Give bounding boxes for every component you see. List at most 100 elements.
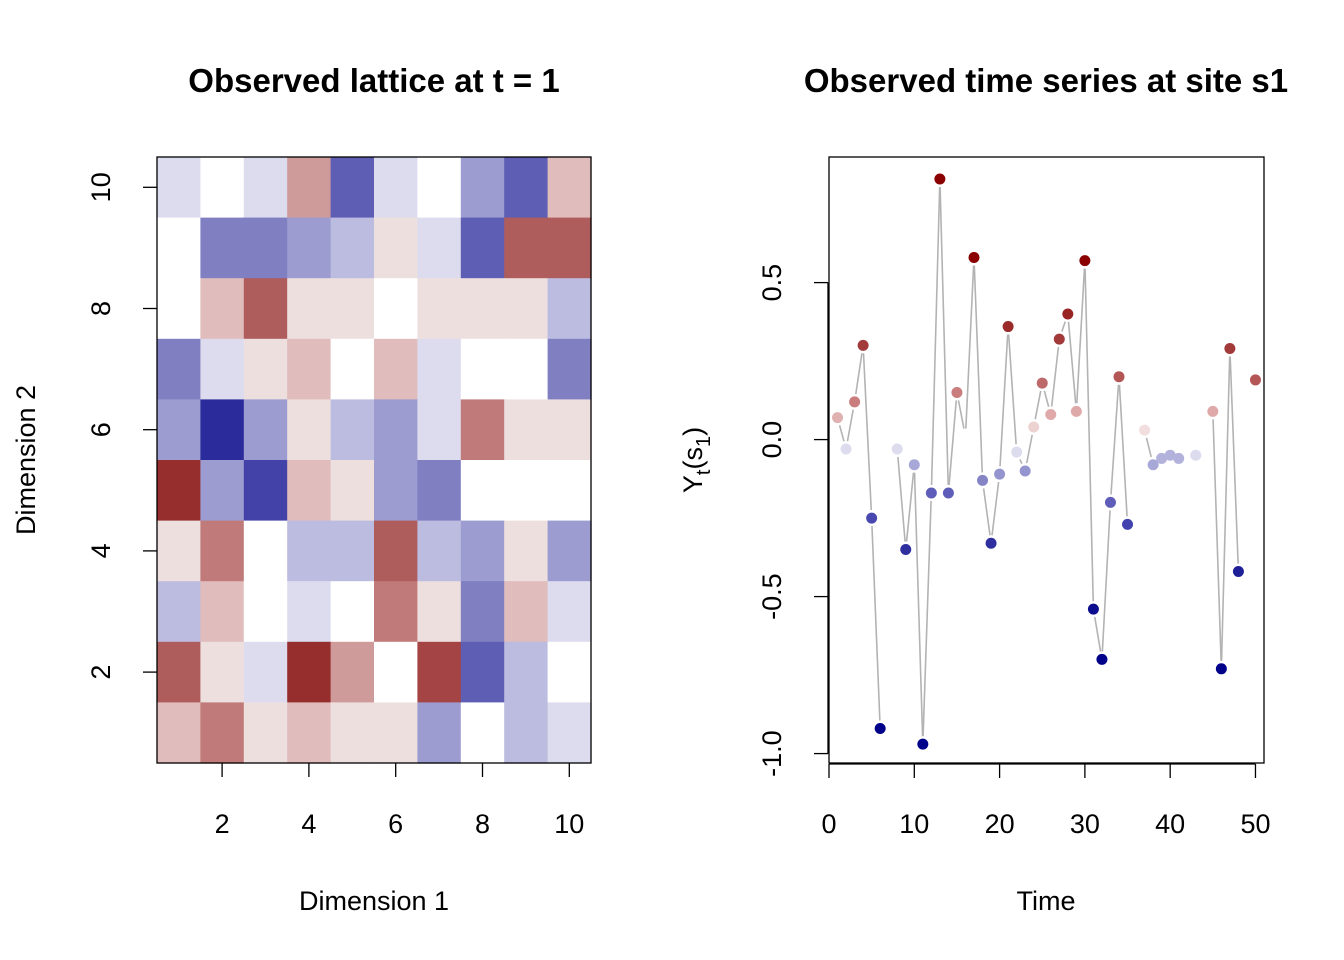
series-segment bbox=[1084, 268, 1095, 602]
data-point bbox=[1079, 255, 1091, 267]
heatmap-cell bbox=[374, 399, 418, 461]
heatmap-cell bbox=[547, 399, 592, 461]
heatmap-cell bbox=[417, 217, 462, 279]
series-segment bbox=[913, 472, 924, 737]
heatmap-cell bbox=[547, 338, 592, 400]
heatmap-cell bbox=[330, 520, 375, 582]
x-tick-label: 10 bbox=[554, 809, 584, 839]
series-segment bbox=[905, 472, 915, 542]
series-segment bbox=[1025, 434, 1033, 464]
heatmap-cell bbox=[243, 702, 288, 764]
series-segment bbox=[897, 456, 906, 542]
x-tick-label: 6 bbox=[388, 809, 403, 839]
data-point bbox=[1087, 603, 1099, 615]
data-point bbox=[1036, 377, 1048, 389]
series-segment bbox=[965, 265, 975, 429]
heatmap-cell bbox=[417, 278, 462, 340]
heatmap-cell bbox=[330, 338, 375, 400]
heatmap-cell bbox=[157, 581, 201, 643]
data-point bbox=[1053, 333, 1065, 345]
heatmap-cell bbox=[243, 338, 288, 400]
heatmap-cell bbox=[287, 581, 332, 643]
heatmap-cell bbox=[374, 641, 418, 703]
series-segment bbox=[1093, 616, 1102, 652]
heatmap-cell bbox=[547, 641, 592, 703]
series-segment bbox=[1229, 356, 1239, 564]
ylabel-main: Y bbox=[678, 475, 708, 493]
heatmap-cell bbox=[330, 217, 375, 279]
heatmap-cell bbox=[460, 217, 505, 279]
heatmap-cell bbox=[417, 520, 462, 582]
y-tick-label: 2 bbox=[86, 665, 116, 680]
series-segment bbox=[999, 334, 1009, 467]
heatmap-cell bbox=[243, 157, 288, 219]
timeseries-y-label: Yt(s1) bbox=[678, 427, 715, 493]
heatmap-cell bbox=[374, 278, 418, 340]
data-point bbox=[1096, 653, 1108, 665]
heatmap-y-label: Dimension 2 bbox=[11, 385, 41, 535]
data-point bbox=[977, 474, 989, 486]
heatmap-cell bbox=[330, 702, 375, 764]
heatmap-cell bbox=[460, 338, 505, 400]
heatmap-x-axis: 2 4 6 8 10 bbox=[215, 763, 584, 839]
series-segment bbox=[991, 481, 1000, 536]
data-point bbox=[1232, 565, 1244, 577]
y-tick-label: 0.5 bbox=[757, 264, 787, 302]
heatmap-cell bbox=[330, 399, 375, 461]
heatmap-cell bbox=[157, 217, 201, 279]
data-point bbox=[951, 386, 963, 398]
heatmap-cell bbox=[417, 157, 462, 219]
series-segment bbox=[982, 488, 991, 536]
data-point bbox=[994, 468, 1006, 480]
heatmap-cell bbox=[504, 702, 549, 764]
heatmap-cell bbox=[243, 460, 288, 522]
data-point bbox=[1207, 405, 1219, 417]
y-tick-label: -0.5 bbox=[757, 573, 787, 620]
data-point bbox=[1113, 371, 1125, 383]
heatmap-cell bbox=[460, 399, 505, 461]
data-point bbox=[1028, 421, 1040, 433]
data-point bbox=[1139, 424, 1151, 436]
heatmap-cell bbox=[547, 278, 592, 340]
heatmap-cell bbox=[243, 581, 288, 643]
heatmap-cell bbox=[547, 520, 592, 582]
heatmap-cell bbox=[287, 702, 332, 764]
data-point bbox=[1249, 374, 1261, 386]
timeseries-points bbox=[832, 173, 1261, 750]
y-tick-label: 4 bbox=[86, 543, 116, 558]
heatmap-cell bbox=[417, 641, 462, 703]
heatmap-cell bbox=[547, 217, 592, 279]
heatmap-cell bbox=[504, 581, 549, 643]
data-point bbox=[1070, 405, 1082, 417]
series-segment bbox=[854, 353, 863, 395]
x-tick-label: 20 bbox=[985, 809, 1015, 839]
heatmap-cell bbox=[200, 278, 245, 340]
heatmap-cell bbox=[200, 520, 245, 582]
series-segment bbox=[1118, 384, 1128, 517]
x-tick-label: 10 bbox=[899, 809, 929, 839]
heatmap-cell bbox=[504, 157, 549, 219]
data-point bbox=[900, 543, 912, 555]
heatmap-panel: Observed lattice at t = 1 2 4 6 8 10 246810 … bbox=[11, 62, 592, 916]
series-segment bbox=[1043, 390, 1050, 407]
data-point bbox=[908, 459, 920, 471]
series-segment bbox=[1145, 437, 1152, 458]
data-point bbox=[866, 512, 878, 524]
series-segment bbox=[1019, 459, 1023, 465]
heatmap-cell bbox=[200, 460, 245, 522]
series-segment bbox=[1061, 321, 1067, 332]
heatmap-cell bbox=[417, 702, 462, 764]
heatmap-cell bbox=[157, 520, 201, 582]
heatmap-cell bbox=[417, 460, 462, 522]
data-point bbox=[832, 412, 844, 424]
heatmap-cell bbox=[374, 702, 418, 764]
heatmap-cell bbox=[460, 278, 505, 340]
heatmap-cell bbox=[243, 278, 288, 340]
y-tick-label: 6 bbox=[86, 422, 116, 437]
ylabel-subscript-1: 1 bbox=[693, 436, 715, 447]
data-point bbox=[840, 443, 852, 455]
series-segment bbox=[1050, 346, 1060, 407]
heatmap-cell bbox=[243, 399, 288, 461]
heatmap-cell bbox=[374, 157, 418, 219]
data-point bbox=[1019, 465, 1031, 477]
